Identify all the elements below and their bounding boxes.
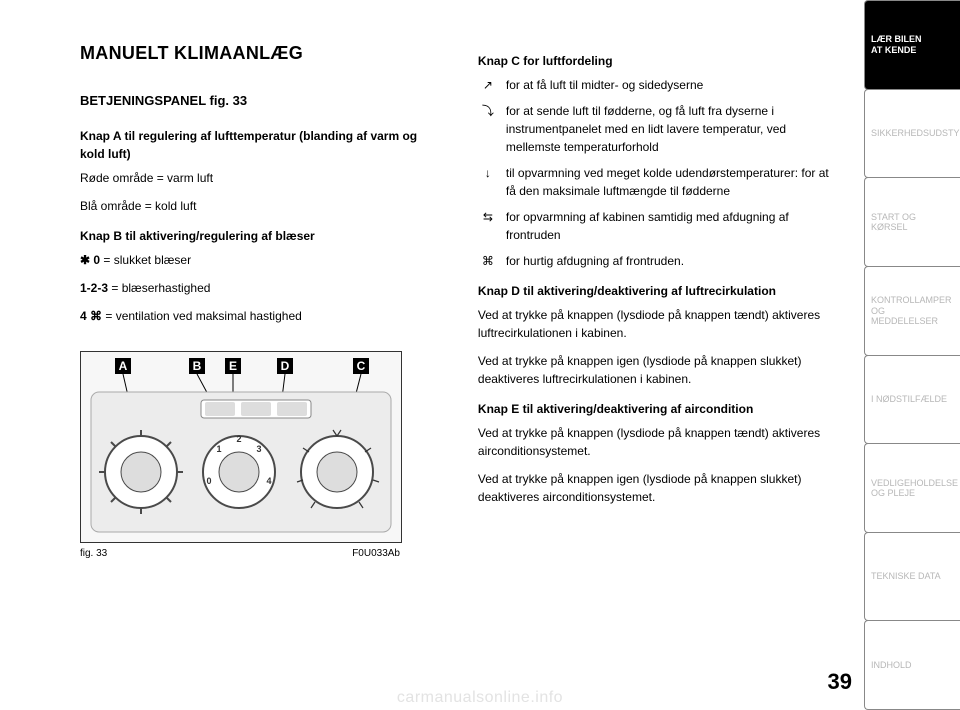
- knap-e-p2: Ved at trykke på knappen igen (lysdiode …: [478, 470, 840, 506]
- knap-b-row2: 4 ⌘ = ventilation ved maksimal hastighed: [80, 307, 442, 325]
- knap-b-row1: 1-2-3 = blæserhastighed: [80, 279, 442, 297]
- knap-c-item-0: ↗ for at få luft til midter- og sidedyse…: [478, 76, 840, 94]
- figure-image: A B E D C: [80, 351, 402, 543]
- knap-b-heading: Knap B til aktivering/regulering af blæs…: [80, 227, 442, 245]
- knap-d-heading: Knap D til aktivering/deaktivering af lu…: [478, 282, 840, 300]
- figure-caption-right: F0U033Ab: [352, 546, 400, 561]
- svg-text:3: 3: [256, 444, 261, 454]
- tab-sikkerhed[interactable]: SIKKERHEDSUDSTYR: [864, 89, 960, 179]
- right-column: Knap C for luftfordeling ↗ for at få luf…: [478, 40, 840, 689]
- fig-label-B: B: [193, 359, 202, 373]
- tab-label: VEDLIGEHOLDELSEOG PLEJE: [871, 478, 958, 499]
- air-upper-icon: ↗: [478, 76, 498, 94]
- tab-tekniske-data[interactable]: TEKNISKE DATA: [864, 532, 960, 622]
- fig-label-A: A: [119, 359, 128, 373]
- tab-start-korsel[interactable]: START OG KØRSEL: [864, 177, 960, 267]
- knap-b-row0: ✱ 0 = slukket blæser: [80, 251, 442, 269]
- knap-b-row2-prefix: 4 ⌘: [80, 309, 102, 323]
- left-column: MANUELT KLIMAANLÆG BETJENINGSPANEL fig. …: [80, 40, 442, 689]
- knap-c-heading: Knap C for luftfordeling: [478, 52, 840, 70]
- tab-label: I NØDSTILFÆLDE: [871, 394, 947, 404]
- fig-label-D: D: [281, 359, 290, 373]
- tab-label: INDHOLD: [871, 660, 912, 670]
- knap-b-row0-text: = slukket blæser: [100, 253, 191, 267]
- tab-label: START OG KØRSEL: [871, 212, 954, 233]
- knap-c-item-2-text: til opvarmning ved meget kolde udendørst…: [506, 164, 840, 200]
- knap-e-p1: Ved at trykke på knappen (lysdiode på kn…: [478, 424, 840, 460]
- knap-b-row1-text: = blæserhastighed: [108, 281, 210, 295]
- page-number: 39: [828, 669, 852, 695]
- knap-c-item-1-text: for at sende luft til fødderne, og få lu…: [506, 102, 840, 156]
- knap-b-row0-prefix: ✱ 0: [80, 253, 100, 267]
- air-feet-icon: ↓: [478, 164, 498, 182]
- tab-label: TEKNISKE DATA: [871, 571, 941, 581]
- tab-nodstilfaelde[interactable]: I NØDSTILFÆLDE: [864, 355, 960, 445]
- knap-c-item-0-text: for at få luft til midter- og sidedysern…: [506, 76, 840, 94]
- knap-a-line1: Røde område = varm luft: [80, 169, 442, 187]
- knap-c-item-2: ↓ til opvarmning ved meget kolde udendør…: [478, 164, 840, 200]
- knap-b-row2-text: = ventilation ved maksimal hastighed: [102, 309, 302, 323]
- fig-label-E: E: [229, 359, 237, 373]
- tab-vedligeholdelse[interactable]: VEDLIGEHOLDELSEOG PLEJE: [864, 443, 960, 533]
- knap-e-heading: Knap E til aktivering/deaktivering af ai…: [478, 400, 840, 418]
- knap-d-p2: Ved at trykke på knappen igen (lysdiode …: [478, 352, 840, 388]
- knap-d-p1: Ved at trykke på knappen (lysdiode på kn…: [478, 306, 840, 342]
- tab-label: KONTROLLAMPEROG MEDDELELSER: [871, 295, 954, 326]
- knap-a-heading: Knap A til regulering af lufttemperatur …: [80, 127, 442, 163]
- knap-b-row1-prefix: 1-2-3: [80, 281, 108, 295]
- tab-laer-bilen[interactable]: LÆR BILENAT KENDE: [864, 0, 960, 90]
- sidebar-tabs: LÆR BILENAT KENDE SIKKERHEDSUDSTYR START…: [864, 0, 960, 709]
- knap-c-item-1: ⤵ for at sende luft til fødderne, og få …: [478, 102, 840, 156]
- figure-caption-left: fig. 33: [80, 546, 107, 561]
- knap-c-item-3: ⇆ for opvarmning af kabinen samtidig med…: [478, 208, 840, 244]
- knap-a-line2: Blå område = kold luft: [80, 197, 442, 215]
- svg-text:1: 1: [216, 444, 221, 454]
- tab-label: SIKKERHEDSUDSTYR: [871, 128, 960, 138]
- air-defrost-feet-icon: ⇆: [478, 208, 498, 226]
- svg-text:2: 2: [236, 434, 241, 444]
- tab-kontrollamper[interactable]: KONTROLLAMPEROG MEDDELELSER: [864, 266, 960, 356]
- page-title: MANUELT KLIMAANLÆG: [80, 40, 442, 67]
- defrost-icon: ⌘: [478, 252, 498, 270]
- air-feet-panel-icon: ⤵: [478, 102, 498, 120]
- knap-c-item-4-text: for hurtig afdugning af frontruden.: [506, 252, 840, 270]
- figure-33: A B E D C: [80, 351, 400, 561]
- fig-label-C: C: [357, 359, 366, 373]
- svg-text:0: 0: [206, 476, 211, 486]
- tab-label: LÆR BILENAT KENDE: [871, 34, 922, 55]
- tab-indhold[interactable]: INDHOLD: [864, 620, 960, 710]
- knap-c-item-4: ⌘ for hurtig afdugning af frontruden.: [478, 252, 840, 270]
- panel-subtitle: BETJENINGSPANEL fig. 33: [80, 91, 442, 111]
- svg-text:4: 4: [266, 476, 271, 486]
- knap-c-item-3-text: for opvarmning af kabinen samtidig med a…: [506, 208, 840, 244]
